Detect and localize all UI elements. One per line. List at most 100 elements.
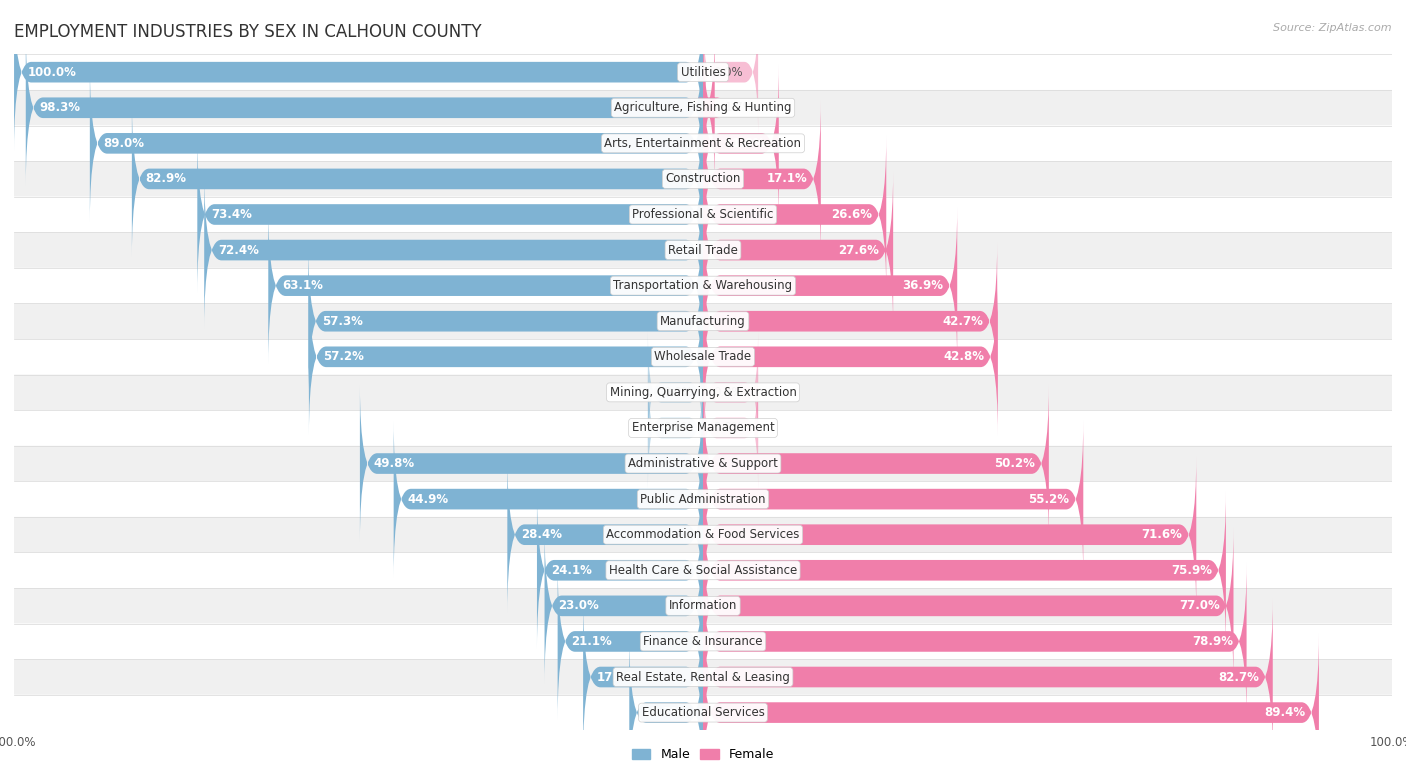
FancyBboxPatch shape bbox=[360, 385, 703, 542]
Text: 82.9%: 82.9% bbox=[146, 172, 187, 186]
FancyBboxPatch shape bbox=[583, 598, 703, 756]
Text: EMPLOYMENT INDUSTRIES BY SEX IN CALHOUN COUNTY: EMPLOYMENT INDUSTRIES BY SEX IN CALHOUN … bbox=[14, 23, 482, 41]
FancyBboxPatch shape bbox=[703, 136, 886, 293]
Text: Wholesale Trade: Wholesale Trade bbox=[654, 350, 752, 364]
FancyBboxPatch shape bbox=[14, 695, 1392, 730]
Text: 23.0%: 23.0% bbox=[558, 599, 599, 612]
Text: 98.3%: 98.3% bbox=[39, 101, 80, 114]
FancyBboxPatch shape bbox=[14, 410, 1392, 446]
FancyBboxPatch shape bbox=[14, 339, 1392, 375]
FancyBboxPatch shape bbox=[703, 332, 758, 453]
FancyBboxPatch shape bbox=[703, 598, 1272, 756]
Text: Construction: Construction bbox=[665, 172, 741, 186]
FancyBboxPatch shape bbox=[558, 563, 703, 720]
FancyBboxPatch shape bbox=[14, 197, 1392, 232]
Text: 71.6%: 71.6% bbox=[1142, 528, 1182, 542]
Text: 21.1%: 21.1% bbox=[571, 635, 612, 648]
FancyBboxPatch shape bbox=[703, 242, 997, 400]
Text: 28.4%: 28.4% bbox=[522, 528, 562, 542]
FancyBboxPatch shape bbox=[14, 268, 1392, 304]
FancyBboxPatch shape bbox=[703, 278, 998, 435]
FancyBboxPatch shape bbox=[703, 563, 1247, 720]
Text: Retail Trade: Retail Trade bbox=[668, 243, 738, 256]
FancyBboxPatch shape bbox=[204, 172, 703, 329]
FancyBboxPatch shape bbox=[14, 375, 1392, 410]
Text: 17.1%: 17.1% bbox=[766, 172, 807, 186]
FancyBboxPatch shape bbox=[703, 456, 1197, 613]
Text: 57.2%: 57.2% bbox=[323, 350, 364, 364]
FancyBboxPatch shape bbox=[703, 385, 1049, 542]
FancyBboxPatch shape bbox=[14, 54, 1392, 90]
FancyBboxPatch shape bbox=[508, 456, 703, 613]
FancyBboxPatch shape bbox=[703, 172, 893, 329]
FancyBboxPatch shape bbox=[14, 624, 1392, 659]
Text: Mining, Quarrying, & Extraction: Mining, Quarrying, & Extraction bbox=[610, 386, 796, 399]
FancyBboxPatch shape bbox=[308, 242, 703, 400]
FancyBboxPatch shape bbox=[703, 64, 779, 222]
FancyBboxPatch shape bbox=[25, 29, 703, 186]
Text: Real Estate, Rental & Leasing: Real Estate, Rental & Leasing bbox=[616, 671, 790, 684]
Text: 72.4%: 72.4% bbox=[218, 243, 259, 256]
FancyBboxPatch shape bbox=[14, 517, 1392, 552]
FancyBboxPatch shape bbox=[14, 232, 1392, 268]
FancyBboxPatch shape bbox=[14, 659, 1392, 695]
FancyBboxPatch shape bbox=[703, 100, 821, 257]
Text: 50.2%: 50.2% bbox=[994, 457, 1035, 470]
FancyBboxPatch shape bbox=[14, 552, 1392, 588]
FancyBboxPatch shape bbox=[537, 492, 703, 649]
Text: Utilities: Utilities bbox=[681, 66, 725, 78]
Text: 42.7%: 42.7% bbox=[942, 315, 983, 328]
Text: Educational Services: Educational Services bbox=[641, 706, 765, 719]
FancyBboxPatch shape bbox=[197, 136, 703, 293]
Text: 1.7%: 1.7% bbox=[725, 101, 755, 114]
FancyBboxPatch shape bbox=[14, 90, 1392, 126]
FancyBboxPatch shape bbox=[703, 367, 758, 489]
FancyBboxPatch shape bbox=[648, 332, 703, 453]
FancyBboxPatch shape bbox=[394, 420, 703, 578]
Text: 0.0%: 0.0% bbox=[664, 421, 693, 434]
Text: 0.0%: 0.0% bbox=[713, 421, 742, 434]
Text: 44.9%: 44.9% bbox=[408, 493, 449, 506]
Text: 55.2%: 55.2% bbox=[1029, 493, 1070, 506]
FancyBboxPatch shape bbox=[14, 126, 1392, 161]
FancyBboxPatch shape bbox=[14, 161, 1392, 197]
FancyBboxPatch shape bbox=[703, 528, 1233, 685]
FancyBboxPatch shape bbox=[132, 100, 703, 257]
Text: 17.4%: 17.4% bbox=[598, 671, 638, 684]
FancyBboxPatch shape bbox=[309, 278, 703, 435]
Text: Arts, Entertainment & Recreation: Arts, Entertainment & Recreation bbox=[605, 137, 801, 150]
Text: Finance & Insurance: Finance & Insurance bbox=[644, 635, 762, 648]
Text: 49.8%: 49.8% bbox=[374, 457, 415, 470]
FancyBboxPatch shape bbox=[14, 446, 1392, 481]
Text: 63.1%: 63.1% bbox=[283, 279, 323, 292]
Text: 10.7%: 10.7% bbox=[643, 706, 683, 719]
Text: 0.0%: 0.0% bbox=[664, 386, 693, 399]
FancyBboxPatch shape bbox=[703, 492, 1226, 649]
Text: 77.0%: 77.0% bbox=[1180, 599, 1220, 612]
FancyBboxPatch shape bbox=[630, 634, 703, 777]
Text: Information: Information bbox=[669, 599, 737, 612]
Text: Agriculture, Fishing & Hunting: Agriculture, Fishing & Hunting bbox=[614, 101, 792, 114]
Text: 27.6%: 27.6% bbox=[838, 243, 879, 256]
FancyBboxPatch shape bbox=[648, 367, 703, 489]
Text: 0.0%: 0.0% bbox=[713, 66, 742, 78]
Text: Administrative & Support: Administrative & Support bbox=[628, 457, 778, 470]
Text: Manufacturing: Manufacturing bbox=[661, 315, 745, 328]
FancyBboxPatch shape bbox=[90, 64, 703, 222]
Text: Transportation & Warehousing: Transportation & Warehousing bbox=[613, 279, 793, 292]
Text: Public Administration: Public Administration bbox=[640, 493, 766, 506]
Text: 78.9%: 78.9% bbox=[1192, 635, 1233, 648]
Text: 73.4%: 73.4% bbox=[211, 208, 252, 221]
FancyBboxPatch shape bbox=[703, 207, 957, 364]
Text: 11.0%: 11.0% bbox=[724, 137, 765, 150]
Text: 89.0%: 89.0% bbox=[104, 137, 145, 150]
FancyBboxPatch shape bbox=[703, 634, 1319, 777]
FancyBboxPatch shape bbox=[697, 29, 720, 186]
Text: Enterprise Management: Enterprise Management bbox=[631, 421, 775, 434]
FancyBboxPatch shape bbox=[14, 588, 1392, 624]
FancyBboxPatch shape bbox=[703, 420, 1083, 578]
Text: 100.0%: 100.0% bbox=[28, 66, 77, 78]
FancyBboxPatch shape bbox=[14, 304, 1392, 339]
FancyBboxPatch shape bbox=[14, 481, 1392, 517]
FancyBboxPatch shape bbox=[14, 0, 703, 151]
